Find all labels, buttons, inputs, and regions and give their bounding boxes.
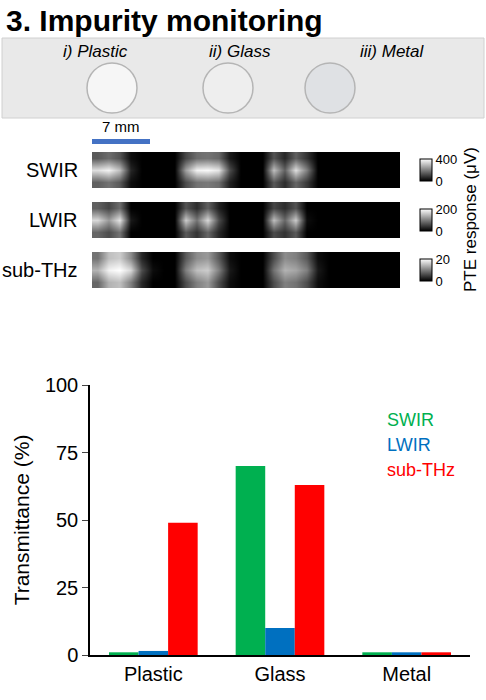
svg-text:25: 25 — [56, 577, 78, 599]
svg-text:Metal: Metal — [382, 663, 431, 685]
svg-text:400: 400 — [436, 152, 458, 167]
svg-text:0: 0 — [436, 224, 443, 239]
svg-text:50: 50 — [56, 509, 78, 531]
svg-text:20: 20 — [436, 252, 450, 267]
svg-text:0: 0 — [436, 274, 443, 289]
svg-text:iii) Metal: iii) Metal — [360, 42, 425, 61]
svg-text:Plastic: Plastic — [124, 663, 183, 685]
svg-text:SWIR: SWIR — [387, 410, 434, 430]
svg-text:SWIR: SWIR — [26, 159, 78, 181]
svg-text:200: 200 — [436, 202, 458, 217]
svg-text:75: 75 — [56, 442, 78, 464]
svg-text:sub-THz: sub-THz — [387, 460, 455, 480]
svg-text:PTE response (μV): PTE response (μV) — [461, 147, 480, 292]
svg-text:Glass: Glass — [254, 663, 305, 685]
svg-text:i) Plastic: i) Plastic — [63, 42, 128, 61]
svg-text:3. Impurity monitoring: 3. Impurity monitoring — [6, 4, 323, 37]
svg-text:sub-THz: sub-THz — [2, 259, 78, 281]
svg-text:LWIR: LWIR — [387, 435, 431, 455]
svg-text:Transmittance (%): Transmittance (%) — [10, 435, 33, 606]
svg-text:ii) Glass: ii) Glass — [209, 42, 271, 61]
svg-text:0: 0 — [67, 644, 78, 666]
svg-text:LWIR: LWIR — [29, 209, 78, 231]
svg-text:0: 0 — [436, 174, 443, 189]
svg-text:7 mm: 7 mm — [102, 118, 140, 135]
svg-text:100: 100 — [45, 374, 78, 396]
